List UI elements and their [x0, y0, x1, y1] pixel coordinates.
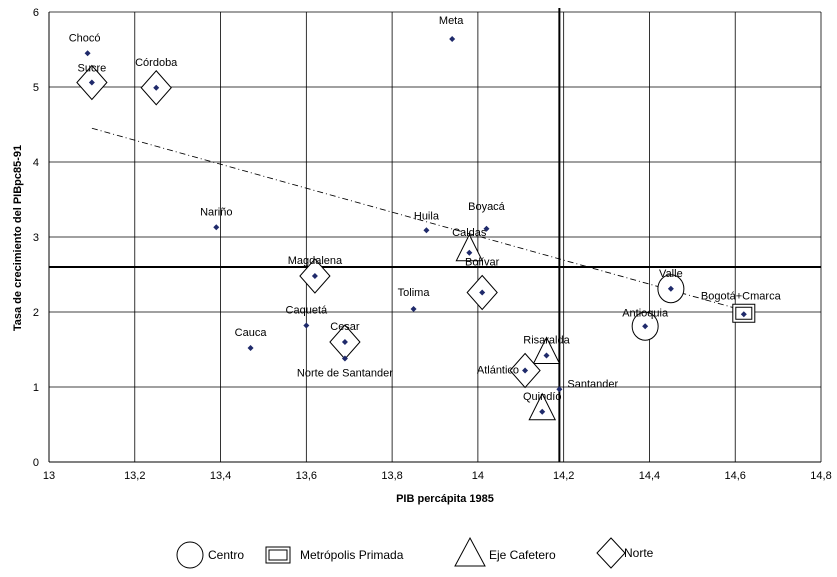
point-label: Caquetá — [286, 305, 328, 317]
data-point — [449, 36, 456, 42]
data-point — [303, 322, 310, 329]
legend-label: Centro — [208, 548, 244, 562]
point-label: Bogotá+Cmarca — [701, 290, 782, 302]
reference-lines — [49, 8, 821, 462]
point-label: Atlántico — [477, 365, 519, 377]
point-labels: Chocó Sucre Córdoba Meta Nariño Huila Boyacá Ca… — [69, 15, 782, 403]
point-label: Chocó — [69, 32, 101, 44]
triangle-group-marker — [455, 233, 484, 262]
legend-square-inner-icon — [268, 549, 288, 561]
data-point — [84, 50, 91, 57]
x-axis-title: PIB percápita 1985 — [396, 493, 494, 505]
legend-label: Metrópolis Primada — [300, 548, 404, 562]
data-point — [556, 386, 563, 393]
point-label: Caldas — [452, 227, 487, 239]
legend-triangle-icon — [454, 536, 486, 567]
point-label: Norte de Santander — [297, 368, 393, 380]
y-tick-label: 4 — [33, 157, 39, 169]
grid-lines — [48, 11, 822, 463]
x-tick-label: 13 — [43, 470, 55, 482]
data-point — [423, 227, 430, 234]
point-label: Nariño — [200, 206, 232, 218]
triangle-group-marker — [528, 392, 557, 421]
point-label: Boyacá — [468, 201, 506, 213]
tick-labels: 13 13,2 13,4 13,6 13,8 14 14,2 14,4 14,6 14,8 0 1 2 3… — [33, 7, 832, 482]
y-tick-label: 5 — [33, 82, 39, 94]
axes — [48, 12, 821, 463]
group-markers — [76, 64, 756, 421]
point-label: Bolívar — [465, 257, 500, 269]
data-point — [539, 408, 546, 415]
data-point — [88, 79, 95, 86]
point-label: Cauca — [235, 327, 268, 339]
legend-circle-icon — [176, 541, 204, 569]
triangle-group-marker — [532, 336, 561, 364]
x-tick-label: 14,4 — [639, 470, 660, 482]
point-label: Risaralda — [523, 335, 570, 347]
point-label: Meta — [439, 15, 464, 27]
x-tick-label: 14 — [472, 470, 484, 482]
data-point — [740, 311, 747, 318]
legend-square-icon — [265, 546, 291, 564]
trendline — [91, 127, 744, 311]
y-tick-label: 1 — [33, 382, 39, 394]
x-tick-label: 13,4 — [210, 470, 231, 482]
point-label: Cesar — [330, 321, 360, 333]
data-point — [153, 84, 160, 91]
point-label: Sucre — [78, 63, 107, 75]
point-label: Córdoba — [135, 57, 178, 69]
point-label: Antioquia — [622, 307, 669, 319]
data-point — [543, 352, 550, 359]
legend-label: Norte — [624, 546, 654, 560]
data-point — [667, 285, 674, 292]
y-tick-label: 6 — [33, 7, 39, 19]
x-tick-label: 13,6 — [296, 470, 317, 482]
data-point — [522, 367, 529, 374]
point-label: Magdalena — [288, 255, 343, 267]
data-point — [341, 355, 348, 362]
square-group-marker-inner — [735, 306, 753, 320]
point-label: Valle — [659, 268, 683, 280]
data-point — [466, 249, 473, 256]
point-label: Quindío — [523, 391, 562, 403]
y-tick-label: 0 — [33, 457, 39, 469]
y-tick-label: 3 — [33, 232, 39, 244]
point-label: Tolima — [398, 287, 431, 299]
legend: Centro Metrópolis Primada Eje Cafetero Nort… — [176, 536, 654, 569]
x-tick-label: 14,2 — [553, 470, 574, 482]
trendline-dashdot — [91, 127, 744, 311]
data-point — [642, 323, 649, 330]
data-point — [247, 345, 254, 351]
x-tick-label: 14,8 — [810, 470, 831, 482]
y-axis-title: Tasa de crecimiento del PIBpc85-91 — [12, 145, 24, 331]
legend-label: Eje Cafetero — [489, 548, 556, 562]
x-tick-label: 13,2 — [124, 470, 145, 482]
y-tick-label: 2 — [33, 307, 39, 319]
data-point — [311, 273, 318, 279]
point-label: Santander — [567, 378, 618, 390]
x-tick-label: 14,6 — [725, 470, 746, 482]
point-label: Huila — [414, 210, 440, 222]
data-point — [479, 289, 486, 296]
data-point — [410, 306, 417, 312]
data-point — [483, 225, 490, 232]
data-points — [84, 36, 747, 415]
legend-diamond-icon — [596, 537, 626, 569]
data-point — [341, 339, 348, 345]
x-tick-label: 13,8 — [381, 470, 402, 482]
data-point — [213, 224, 220, 231]
